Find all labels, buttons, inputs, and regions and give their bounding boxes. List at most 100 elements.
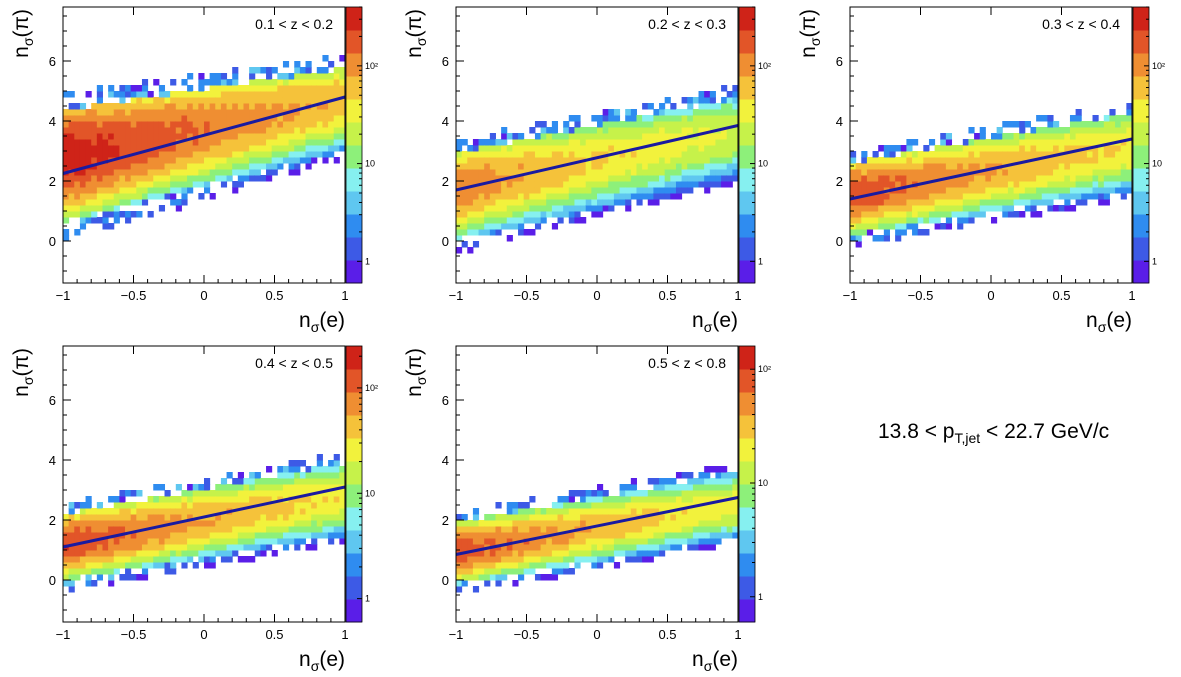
heatmap-cell: [333, 79, 340, 86]
heatmap-cell: [1058, 145, 1065, 152]
heatmap-cell: [721, 85, 728, 92]
heatmap-cell: [339, 538, 345, 545]
heatmap-cell: [681, 532, 688, 539]
heatmap-cell: [277, 127, 284, 134]
heatmap-cell: [1058, 181, 1065, 188]
heatmap-cell: [551, 562, 559, 569]
heatmap-cell: [187, 175, 194, 182]
heatmap-cell: [906, 181, 913, 188]
heatmap-cell: [636, 187, 643, 194]
heatmap-cell: [861, 175, 868, 182]
heatmap-cell: [288, 151, 295, 158]
heatmap-cell: [518, 229, 525, 236]
heatmap-cell: [141, 514, 149, 521]
heatmap-cell: [187, 139, 194, 146]
heatmap-cell: [63, 556, 70, 563]
heatmap-cell: [1126, 103, 1132, 110]
heatmap-cell: [551, 574, 559, 581]
heatmap-cell: [461, 532, 468, 539]
heatmap-cell: [704, 538, 711, 545]
heatmap-cell: [170, 133, 177, 140]
heatmap-cell: [529, 181, 536, 188]
heatmap-cell: [551, 568, 559, 575]
heatmap-cell: [328, 460, 335, 467]
heatmap-cell: [726, 145, 733, 152]
heatmap-cell: [170, 151, 177, 158]
heatmap-cell: [237, 532, 244, 539]
heatmap-cell: [1126, 133, 1132, 140]
heatmap-cell: [642, 157, 649, 164]
heatmap-cell: [895, 211, 902, 218]
heatmap-cell: [687, 157, 694, 164]
heatmap-cell: [158, 97, 166, 104]
heatmap-cell: [574, 502, 581, 509]
heatmap-cell: [968, 199, 975, 206]
heatmap-cell: [102, 205, 109, 212]
heatmap-cell: [670, 151, 677, 158]
heatmap-cell: [277, 85, 284, 92]
heatmap-cell: [1086, 157, 1094, 164]
heatmap-cell: [625, 115, 632, 122]
heatmap-cell: [277, 145, 284, 152]
heatmap-cell: [551, 145, 559, 152]
heatmap-cell: [237, 97, 244, 104]
heatmap-cell: [204, 91, 211, 98]
x-tick-label: −0.5: [908, 288, 934, 303]
heatmap-cell: [1036, 193, 1043, 200]
heatmap-cell: [557, 145, 564, 152]
heatmap-cell: [232, 526, 239, 533]
heatmap-cell: [282, 526, 290, 533]
panel-title: 0.1 < z < 0.2: [255, 16, 333, 32]
heatmap-cell: [642, 532, 649, 539]
heatmap-cell: [311, 532, 318, 539]
heatmap-cell: [282, 97, 290, 104]
x-axis-label: nσ(e): [692, 648, 738, 674]
heatmap-cell: [85, 199, 92, 206]
heatmap-cell: [642, 181, 649, 188]
heatmap-cell: [288, 121, 295, 128]
heatmap-cell: [164, 526, 171, 533]
heatmap-cell: [546, 157, 553, 164]
heatmap-cell: [726, 139, 733, 146]
heatmap-cell: [721, 181, 728, 188]
heatmap-cell: [339, 73, 345, 80]
heatmap-cell: [501, 526, 508, 533]
heatmap-cell: [1041, 127, 1048, 134]
heatmap-cell: [512, 532, 519, 539]
heatmap-cell: [574, 508, 581, 515]
heatmap-cell: [687, 169, 694, 176]
heatmap-cell: [602, 205, 609, 212]
heatmap-cell: [192, 91, 199, 98]
heatmap-cell: [625, 556, 632, 563]
heatmap-cell: [215, 532, 222, 539]
heatmap-cell: [675, 544, 683, 551]
heatmap-cell: [850, 199, 857, 206]
heatmap-cell: [243, 151, 250, 158]
heatmap-cell: [957, 181, 964, 188]
heatmap-cell: [130, 187, 137, 194]
heatmap-cell: [461, 211, 468, 218]
heatmap-cell: [288, 490, 295, 497]
heatmap-cell: [636, 163, 643, 170]
heatmap-cell: [130, 127, 137, 134]
heatmap-cell: [209, 193, 216, 200]
heatmap-cell: [198, 91, 205, 98]
heatmap-cell: [495, 223, 502, 230]
heatmap-cell: [209, 562, 216, 569]
heatmap-cell: [664, 490, 671, 497]
heatmap-cell: [715, 163, 722, 170]
heatmap-cell: [906, 157, 913, 164]
heatmap-cell: [602, 133, 609, 140]
heatmap-cell: [204, 109, 211, 116]
heatmap-cell: [551, 133, 559, 140]
heatmap-cell: [170, 91, 177, 98]
heatmap-cell: [698, 163, 705, 170]
heatmap-cell: [529, 520, 536, 527]
heatmap-cell: [917, 151, 924, 158]
heatmap-cell: [732, 151, 738, 158]
heatmap-cell: [237, 520, 244, 527]
heatmap-cell: [333, 139, 340, 146]
heatmap-cell: [328, 538, 335, 545]
heatmap-cell: [900, 187, 907, 194]
heatmap-cell: [534, 199, 542, 206]
